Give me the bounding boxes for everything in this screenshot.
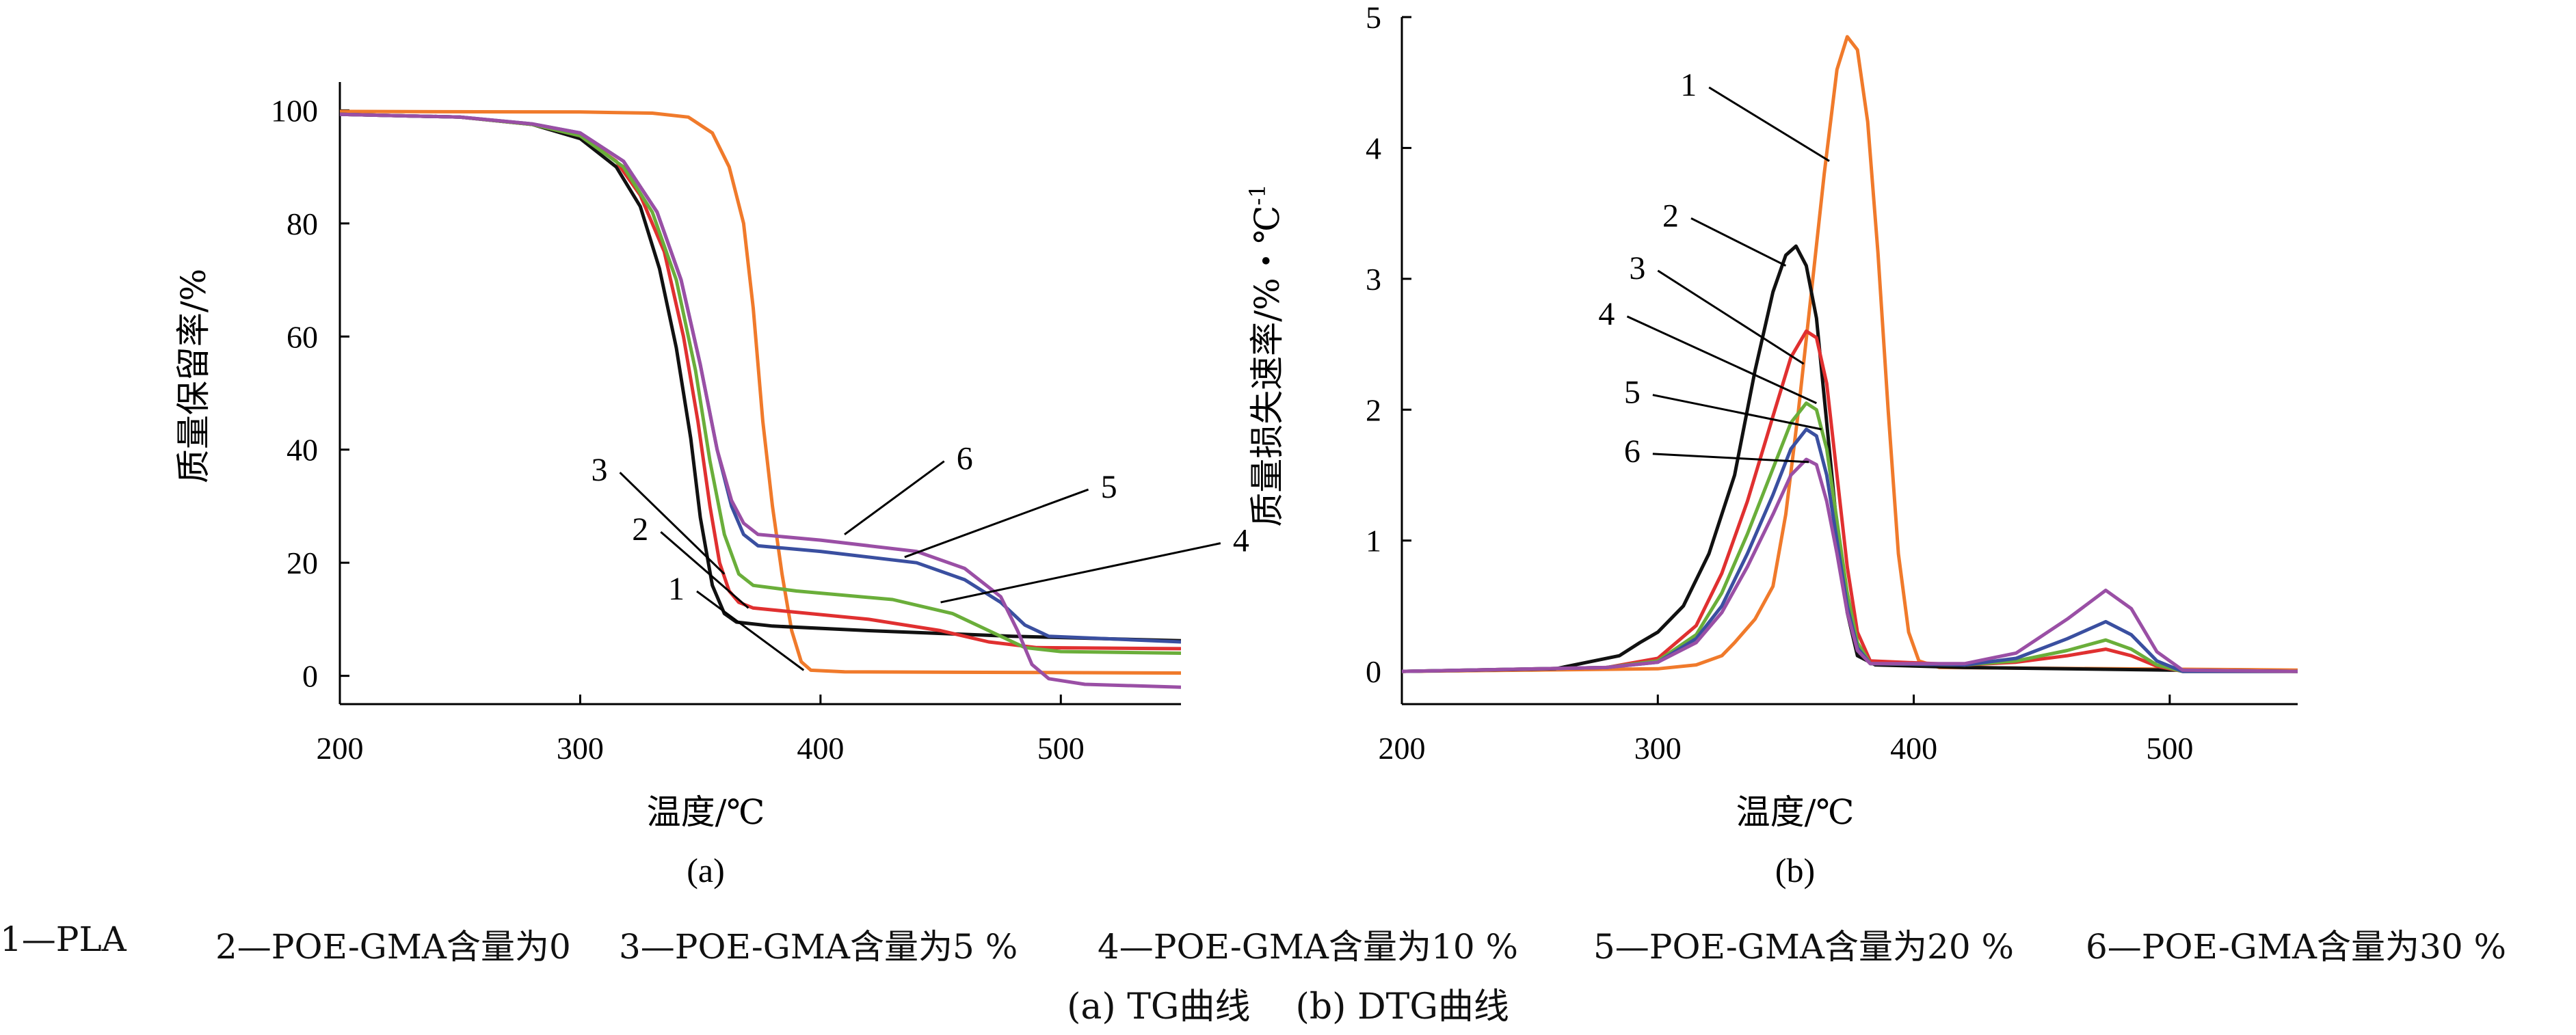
y-tick-label: 0 xyxy=(302,659,318,694)
annotation-curve-number: 2 xyxy=(632,511,648,548)
x-tick-label: 400 xyxy=(797,731,844,766)
x-axis-label: 温度/℃ xyxy=(1736,792,1855,832)
annotation-leader-line xyxy=(940,542,1221,604)
annotation-curve-number: 4 xyxy=(1598,296,1615,332)
annotation-curve-number: 3 xyxy=(592,452,608,488)
legend-item-1: 1—PLA xyxy=(0,919,127,959)
annotation-leader-line xyxy=(1657,269,1805,365)
legend-item-4: 4—POE-GMA含量为10 % xyxy=(1098,927,1519,967)
legend-item-3: 3—POE-GMA含量为5 % xyxy=(619,927,1018,967)
annotation-leader-line xyxy=(1652,394,1822,431)
panel-label: (a) xyxy=(687,851,725,889)
series-line-4 xyxy=(1402,401,2298,673)
legend-item-2: 2—POE-GMA含量为0 xyxy=(215,927,571,967)
legend-item-6: 6—POE-GMA含量为30 % xyxy=(2086,927,2507,967)
y-axis-label-superscript: -1 xyxy=(1245,184,1271,205)
figure-caption: (a) TG曲线 (b) DTG曲线 xyxy=(1067,986,1509,1027)
annotation-curve-number: 2 xyxy=(1662,198,1679,234)
series-line-3 xyxy=(1402,329,2298,673)
annotation-leader-line xyxy=(904,488,1089,559)
annotation-curve-number: 1 xyxy=(668,571,685,607)
series-line-1 xyxy=(340,109,1181,675)
y-tick-label: 3 xyxy=(1366,262,1381,297)
y-tick-label: 80 xyxy=(287,206,318,241)
x-tick-label: 400 xyxy=(1890,731,1937,766)
series-line-6 xyxy=(340,112,1181,689)
series-line-2 xyxy=(340,112,1181,643)
y-tick-label: 100 xyxy=(271,93,318,128)
annotation-curve-number: 5 xyxy=(1101,469,1117,505)
annotation-leader-line xyxy=(1708,86,1830,162)
y-tick-label: 20 xyxy=(287,546,318,580)
annotation-leader-line xyxy=(619,472,726,575)
panel-a-tg-chart: 200 300 400 500 0 20 40 60 80 100 温度/℃ 质量保留率/% (a) 32… xyxy=(174,82,1249,889)
x-tick-label: 500 xyxy=(2146,731,2193,766)
annotation-leader-line xyxy=(696,590,805,671)
panel-label: (b) xyxy=(1775,851,1815,889)
y-tick-label: 4 xyxy=(1366,131,1381,165)
x-tick-label: 300 xyxy=(1634,731,1682,766)
y-tick-label: 5 xyxy=(1366,0,1381,35)
annotation-leader-line xyxy=(660,530,749,609)
y-tick-label: 0 xyxy=(1366,654,1381,689)
y-axis-label: 质量损失速率/%・℃-1 xyxy=(1245,184,1287,526)
annotation-curve-number: 3 xyxy=(1629,250,1645,286)
series-line-4 xyxy=(340,112,1181,655)
y-tick-label: 40 xyxy=(287,433,318,468)
annotation-leader-line xyxy=(1652,453,1809,463)
x-tick-label: 200 xyxy=(317,731,364,766)
panel-b-dtg-chart: 200 300 400 500012345温度/℃质量损失速率/%・℃-1(b)123… xyxy=(1245,0,2298,889)
x-tick-label: 300 xyxy=(557,731,604,766)
annotation-leader-line xyxy=(1626,315,1817,405)
x-axis-label: 温度/℃ xyxy=(647,792,765,832)
y-tick-label: 60 xyxy=(287,319,318,354)
annotation-curve-number: 4 xyxy=(1233,523,1249,559)
y-tick-label: 1 xyxy=(1366,524,1381,559)
annotation-leader-line xyxy=(1690,217,1787,267)
series-line-5 xyxy=(1402,427,2298,673)
annotation-curve-number: 6 xyxy=(957,441,973,477)
y-tick-label: 2 xyxy=(1366,392,1381,427)
x-tick-label: 200 xyxy=(1379,731,1426,766)
annotation-leader-line xyxy=(844,460,945,536)
series-line-6 xyxy=(1402,457,2298,673)
series-line-1 xyxy=(1402,35,2298,673)
annotation-curve-number: 6 xyxy=(1624,433,1641,470)
annotation-curve-number: 5 xyxy=(1624,375,1641,411)
legend-item-5: 5—POE-GMA含量为20 % xyxy=(1593,927,2015,967)
y-axis-label: 质量保留率/% xyxy=(174,269,213,483)
annotation-curve-number: 1 xyxy=(1680,67,1697,103)
x-tick-label: 500 xyxy=(1037,731,1085,766)
